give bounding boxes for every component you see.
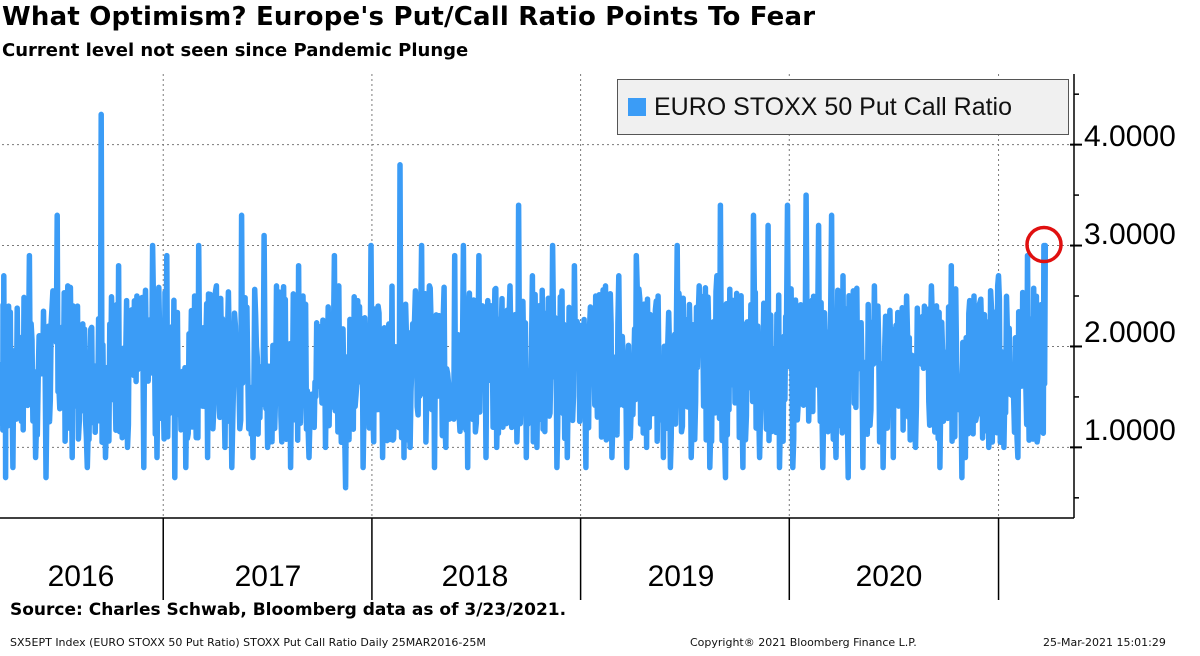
x-tick-label: 2020: [855, 560, 923, 593]
source-note: Source: Charles Schwab, Bloomberg data a…: [10, 600, 567, 620]
chart-title: What Optimism? Europe's Put/Call Ratio P…: [2, 2, 816, 32]
legend-label: EURO STOXX 50 Put Call Ratio: [654, 92, 1013, 121]
y-tick-label: 4.0000: [1084, 120, 1176, 153]
x-tick-label: 2019: [647, 560, 715, 593]
chart-subtitle: Current level not seen since Pandemic Pl…: [2, 40, 469, 61]
chart-legend: EURO STOXX 50 Put Call Ratio: [617, 79, 1069, 135]
x-tick-label: 2017: [234, 560, 302, 593]
x-tick-label: 2018: [441, 560, 509, 593]
highlight-circle: [1025, 225, 1063, 264]
y-tick-label: 3.0000: [1084, 218, 1176, 251]
legend-swatch: [628, 98, 646, 116]
y-tick-label: 1.0000: [1084, 414, 1176, 447]
y-tick-label: 2.0000: [1084, 316, 1176, 349]
footer-timestamp: 25-Mar-2021 15:01:29: [1043, 636, 1166, 649]
footer-copyright: Copyright® 2021 Bloomberg Finance L.P.: [690, 636, 917, 649]
x-tick-label: 2016: [47, 560, 115, 593]
footer-ticker: SX5EPT Index (EURO STOXX 50 Put Ratio) S…: [10, 636, 486, 649]
series-line: [0, 111, 1049, 491]
